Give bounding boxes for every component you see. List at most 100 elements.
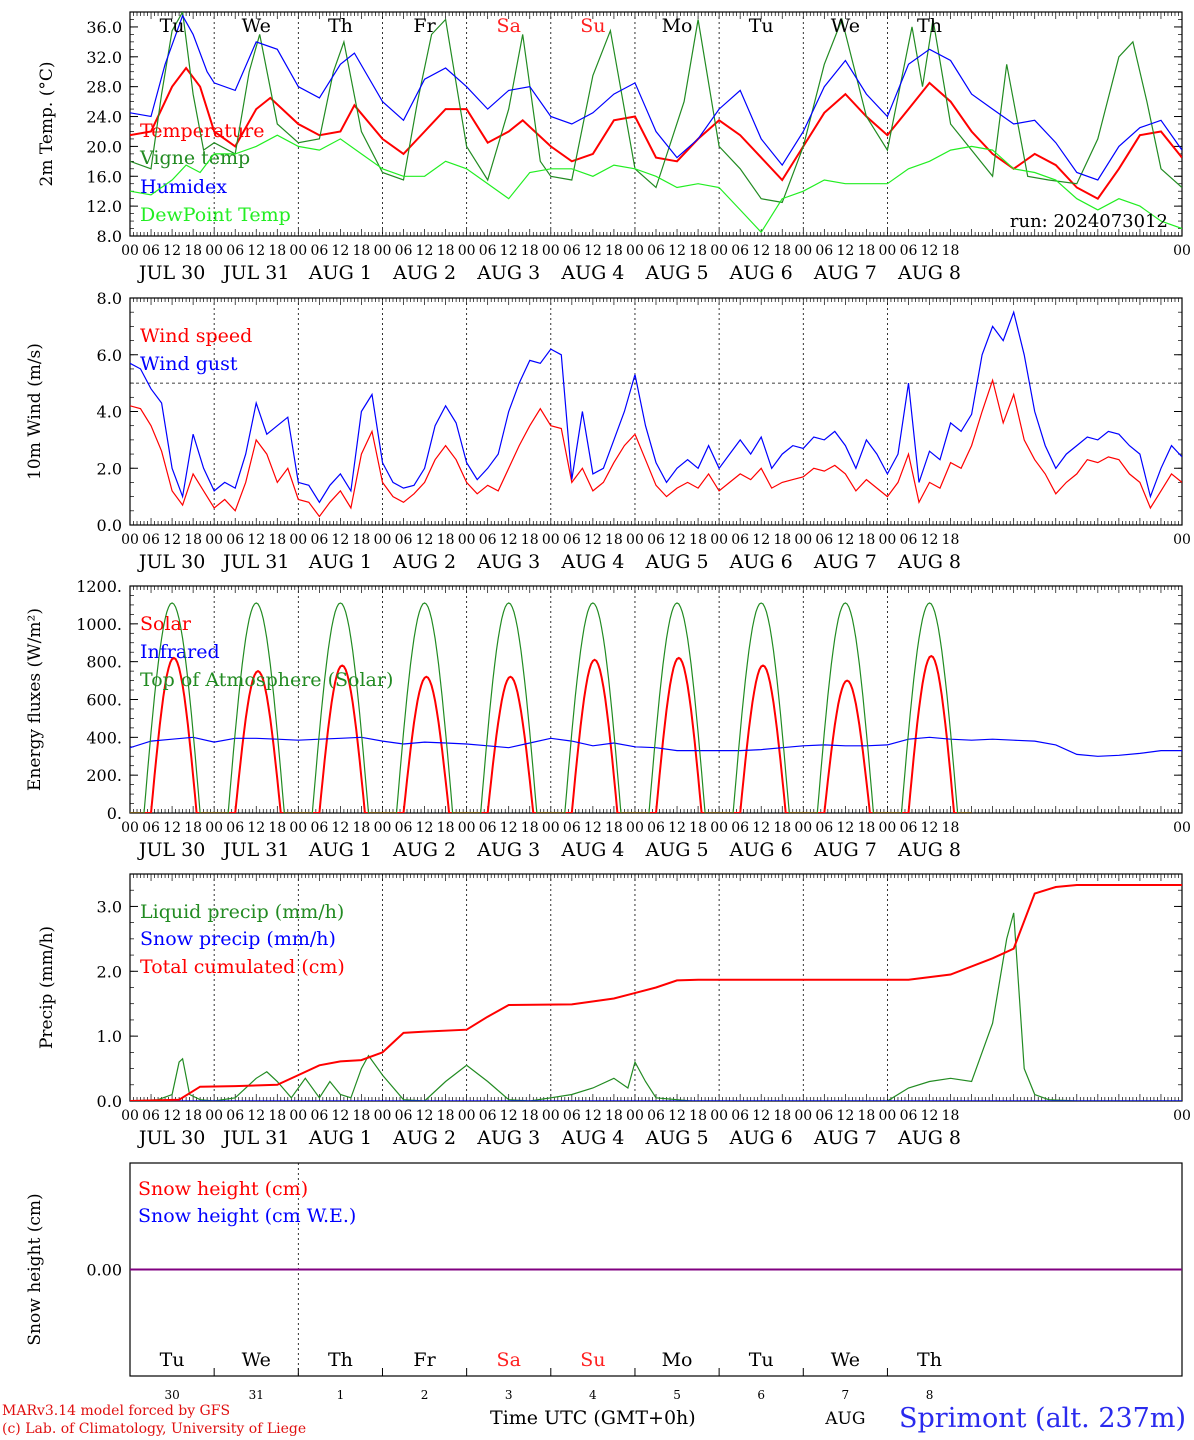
- hour-label: 12: [921, 820, 939, 836]
- hour-label: 06: [900, 820, 918, 836]
- hour-label: 12: [247, 243, 265, 259]
- hour-label: 00: [205, 820, 223, 836]
- hour-label: 00: [289, 243, 307, 259]
- panel-wind: 0.0 2.0 4.0 6.0 8.0 10m Wind (m/s) Wind speed W…: [25, 289, 1191, 573]
- date-label: AUG 1: [308, 839, 372, 861]
- hour-label: 12: [584, 820, 602, 836]
- hour-label: 06: [479, 532, 497, 548]
- hour-label: 06: [142, 1108, 160, 1124]
- legend-entry: Snow height (cm): [138, 1178, 308, 1200]
- hour-label: 18: [353, 243, 371, 259]
- hour-label: 12: [163, 243, 181, 259]
- series-line: [130, 12, 1182, 204]
- hour-label: 06: [647, 532, 665, 548]
- legend-entry: Vigne temp: [139, 147, 250, 169]
- hour-label: 00: [794, 532, 812, 548]
- date-label: JUL 31: [221, 551, 289, 573]
- y-tick-label: 3.0: [97, 897, 122, 916]
- plot-frame: [129, 297, 1183, 526]
- hour-label: 00: [626, 820, 644, 836]
- hour-label: 18: [353, 820, 371, 836]
- hour-label: 12: [668, 532, 686, 548]
- hour-label: 00: [626, 243, 644, 259]
- series-line: [130, 884, 1182, 1101]
- hour-label: 00: [205, 243, 223, 259]
- hour-label: 12: [921, 532, 939, 548]
- y-tick-label: 1000.: [76, 615, 122, 634]
- series-line: [130, 912, 1182, 1101]
- hour-label: 00: [626, 1108, 644, 1124]
- hour-label: 18: [437, 820, 455, 836]
- hour-label: 06: [226, 1108, 244, 1124]
- hour-label: 18: [689, 820, 707, 836]
- y-axis-label: 10m Wind (m/s): [25, 343, 45, 480]
- hour-label: 18: [857, 532, 875, 548]
- hour-label: 12: [500, 532, 518, 548]
- hour-label: 06: [731, 1108, 749, 1124]
- panel-precip: 0.0 1.0 2.0 3.0 Precip (mm/h) Liquid precip (…: [37, 873, 1191, 1149]
- date-label: AUG 2: [392, 839, 456, 861]
- hour-label: 00: [289, 532, 307, 548]
- hour-label: 12: [668, 820, 686, 836]
- hour-label: 18: [437, 1108, 455, 1124]
- y-axis-label: Energy fluxes (W/m²): [25, 608, 45, 791]
- hour-label: 12: [500, 243, 518, 259]
- hour-label: 18: [942, 1108, 960, 1124]
- legend-entry: Temperature: [140, 120, 264, 142]
- y-tick-label: 0.: [107, 804, 122, 823]
- hour-label: 06: [142, 243, 160, 259]
- legend-entry: Infrared: [140, 641, 220, 663]
- panel-energy: 0. 200. 400. 600. 800. 1000. 1200. Energy fluxe…: [25, 577, 1191, 861]
- hour-label: 06: [310, 532, 328, 548]
- date-label: AUG 4: [560, 262, 624, 284]
- hour-label: 00: [205, 532, 223, 548]
- plot-frame: [129, 11, 1183, 237]
- hour-label: 00: [289, 1108, 307, 1124]
- hour-label: 12: [752, 532, 770, 548]
- hour-label: 18: [521, 1108, 539, 1124]
- y-axis-label: Precip (mm/h): [37, 926, 57, 1049]
- hour-label: 18: [605, 1108, 623, 1124]
- station-label: Sprimont (alt. 237m): [899, 1403, 1186, 1434]
- hour-label: 18: [268, 532, 286, 548]
- hour-label: 00: [374, 820, 392, 836]
- weekday-label: Su: [580, 1349, 605, 1371]
- weekday-label: Tu: [160, 15, 185, 37]
- y-tick-label: 400.: [86, 728, 122, 747]
- hour-label: 18: [353, 1108, 371, 1124]
- hour-label: 00: [121, 243, 139, 259]
- hour-label: 00: [542, 532, 560, 548]
- hour-label: 12: [331, 820, 349, 836]
- hour-label: 18: [689, 243, 707, 259]
- hour-label: 00: [794, 1108, 812, 1124]
- hour-label: 06: [815, 820, 833, 836]
- hour-label: 12: [836, 243, 854, 259]
- hour-label: 18: [689, 532, 707, 548]
- y-tick-label: 24.0: [86, 108, 122, 127]
- hour-label: 06: [731, 243, 749, 259]
- weekday-label: Th: [328, 1349, 353, 1371]
- hour-label: 00: [374, 243, 392, 259]
- hour-label: 18: [268, 820, 286, 836]
- date-label: AUG 7: [813, 1127, 877, 1149]
- hour-label: 18: [773, 1108, 791, 1124]
- day-number-label: 2: [421, 1388, 429, 1402]
- hour-label: 12: [247, 1108, 265, 1124]
- hour-label: 12: [416, 1108, 434, 1124]
- hour-label: 06: [479, 243, 497, 259]
- series-line: [130, 378, 1182, 518]
- date-label: JUL 30: [137, 1127, 205, 1149]
- weekday-label: We: [242, 1349, 271, 1371]
- hour-label: 12: [836, 532, 854, 548]
- hour-label: 18: [857, 243, 875, 259]
- date-label: AUG 2: [392, 551, 456, 573]
- y-tick-label: 32.0: [86, 48, 122, 67]
- hour-label: 18: [605, 820, 623, 836]
- hour-label: 00: [121, 532, 139, 548]
- hour-label: 12: [921, 1108, 939, 1124]
- hour-label: 18: [521, 820, 539, 836]
- y-tick-label: 1200.: [76, 577, 122, 596]
- hour-label: 12: [331, 243, 349, 259]
- date-label: AUG 3: [476, 262, 540, 284]
- panel-snow: 0.00 Snow height (cm) Snow height (cm) Snow…: [25, 1162, 1183, 1377]
